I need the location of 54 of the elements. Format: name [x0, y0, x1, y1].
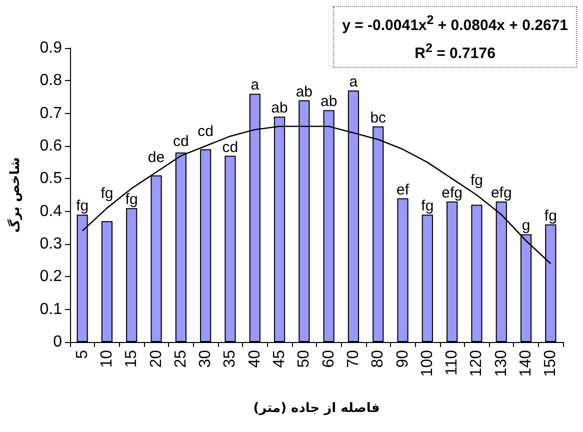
y-tick-label: 0.5 [40, 170, 62, 188]
x-tick-label: 20 [148, 350, 165, 368]
data-label: cd [173, 132, 189, 150]
x-tick-label: 70 [344, 350, 362, 368]
y-tick-label: 0.3 [40, 236, 62, 252]
data-label: ef [396, 181, 410, 198]
data-label: fg [470, 172, 483, 189]
data-label: ab [271, 100, 288, 117]
data-label: fg [544, 207, 557, 224]
x-tick-label: 100 [418, 350, 436, 377]
y-tick-label: 0.4 [40, 202, 62, 220]
data-label: efg [490, 184, 512, 202]
data-label: fg [421, 198, 434, 215]
data-label: cd [222, 138, 238, 156]
x-tick-label: 80 [370, 350, 387, 368]
x-tick-label: 150 [542, 350, 560, 377]
x-tick-label: 120 [468, 350, 486, 377]
data-label: fg [100, 185, 114, 202]
data-label: a [349, 73, 358, 90]
x-tick-label: 90 [394, 350, 412, 368]
annotation: R$^{2}$ = 0.7176 [414, 41, 496, 62]
y-tick-label: 0.7 [40, 104, 62, 122]
x-tick-label: 45 [271, 350, 288, 368]
y-tick-label: 0.2 [40, 268, 62, 286]
x-tick-label: 35 [222, 350, 239, 368]
data-label: ab [296, 83, 313, 100]
data-label: g [522, 217, 530, 234]
x-tick-label: 25 [172, 350, 190, 368]
x-tick-label: 15 [123, 350, 140, 368]
y-tick-label: 0.6 [40, 138, 62, 154]
data-label: cd [198, 123, 214, 140]
x-tick-label: 130 [492, 350, 510, 377]
data-label: a [250, 76, 260, 94]
data-label: efg [442, 184, 463, 202]
x-tick-label: 10 [98, 350, 116, 368]
y-tick-label: 0.8 [40, 72, 62, 90]
y-tick-label: 0.1 [40, 300, 62, 318]
x-axis-title: فاصله از جاده (متر) [253, 401, 380, 416]
data-label: de [148, 149, 165, 166]
x-tick-label: 30 [197, 350, 214, 368]
text: y = -0.0041x$^{2}$ + 0.0804x + 0.2671 [342, 13, 568, 34]
data-label: bc [370, 109, 387, 126]
data-label: ab [320, 93, 338, 110]
x-tick-label: 110 [444, 350, 461, 376]
x-tick-label: 5 [74, 350, 91, 359]
y-axis-title: شاخص برگ [7, 157, 23, 233]
x-tick-label: 50 [296, 350, 313, 368]
x-tick-label: 60 [320, 350, 338, 368]
y-tick-label: 0 [53, 334, 62, 350]
x-tick-label: 40 [246, 350, 264, 368]
data-label: fg [125, 191, 138, 208]
x-tick-label: 140 [518, 350, 535, 377]
y-tick-label: 0.9 [40, 40, 62, 56]
data-label: fg [76, 198, 89, 215]
